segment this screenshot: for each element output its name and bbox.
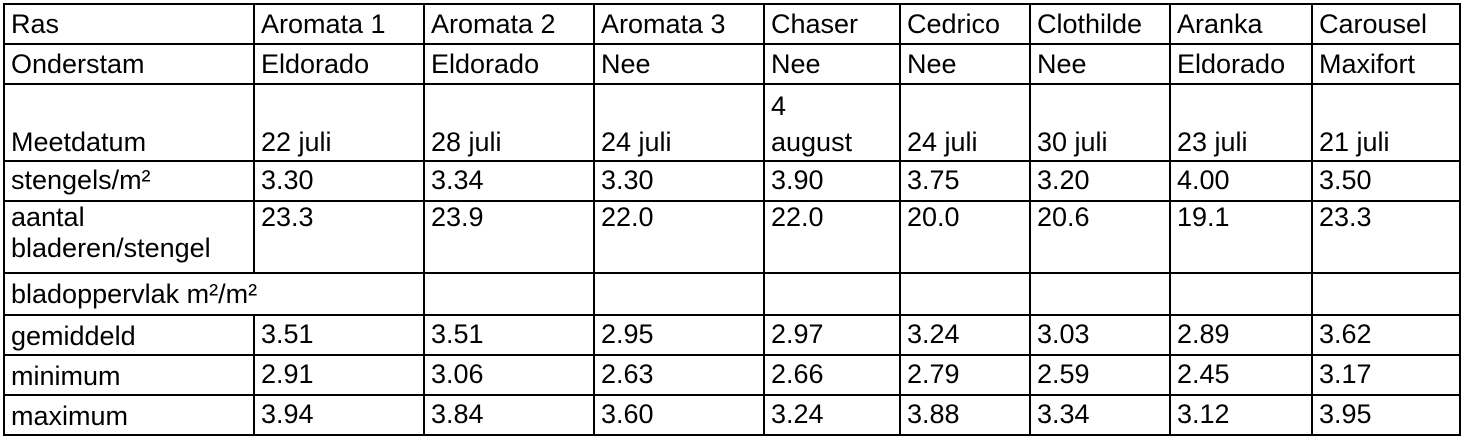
cell-bladoppervlak-empty	[763, 272, 901, 316]
cell-aantal-6: 20.6	[1029, 200, 1171, 274]
cell-maximum-8: 3.95	[1311, 394, 1461, 436]
cell-bladoppervlak-empty	[423, 272, 595, 316]
cell-meetdatum-2: 28 juli	[423, 83, 595, 162]
row-label-minimum: minimum	[3, 354, 255, 396]
cell-aantal-4: 22.0	[763, 200, 901, 274]
cell-meetdatum-7: 23 juli	[1169, 83, 1313, 162]
cell-gemiddeld-2: 3.51	[423, 314, 595, 356]
cell-onderstam-5: Nee	[899, 43, 1031, 85]
cell-aantal-1: 23.3	[253, 200, 425, 274]
cell-minimum-1: 2.91	[253, 354, 425, 396]
cell-minimum-6: 2.59	[1029, 354, 1171, 396]
cell-meetdatum-4: 4 august	[763, 83, 901, 162]
cell-aantal-7: 19.1	[1169, 200, 1313, 274]
cell-stengels-2: 3.34	[423, 160, 595, 202]
table-row-maximum: maximum 3.94 3.84 3.60 3.24 3.88 3.34 3.…	[3, 394, 1461, 436]
cell-stengels-8: 3.50	[1311, 160, 1461, 202]
cell-ras-2: Aromata 2	[423, 3, 595, 45]
cell-bladoppervlak-empty	[1169, 272, 1313, 316]
cell-maximum-6: 3.34	[1029, 394, 1171, 436]
cell-aantal-3: 22.0	[593, 200, 765, 274]
table-row-onderstam: Onderstam Eldorado Eldorado Nee Nee Nee …	[3, 43, 1461, 85]
cell-onderstam-1: Eldorado	[253, 43, 425, 85]
cell-minimum-4: 2.66	[763, 354, 901, 396]
cell-ras-8: Carousel	[1311, 3, 1461, 45]
table-row-bladoppervlak: bladoppervlak m²/m²	[3, 272, 1461, 316]
cell-onderstam-8: Maxifort	[1311, 43, 1461, 85]
cell-gemiddeld-5: 3.24	[899, 314, 1031, 356]
cell-ras-6: Clothilde	[1029, 3, 1171, 45]
leaf-area-table: Ras Aromata 1 Aromata 2 Aromata 3 Chaser…	[3, 3, 1461, 436]
table-row-minimum: minimum 2.91 3.06 2.63 2.66 2.79 2.59 2.…	[3, 354, 1461, 396]
table-row-meetdatum: Meetdatum 22 juli 28 juli 24 juli 4 augu…	[3, 83, 1461, 162]
row-label-meetdatum: Meetdatum	[3, 83, 255, 162]
cell-gemiddeld-4: 2.97	[763, 314, 901, 356]
cell-maximum-1: 3.94	[253, 394, 425, 436]
cell-bladoppervlak-empty	[593, 272, 765, 316]
cell-stengels-6: 3.20	[1029, 160, 1171, 202]
row-label-maximum: maximum	[3, 394, 255, 436]
cell-maximum-7: 3.12	[1169, 394, 1313, 436]
cell-gemiddeld-8: 3.62	[1311, 314, 1461, 356]
cell-gemiddeld-3: 2.95	[593, 314, 765, 356]
cell-aantal-8: 23.3	[1311, 200, 1461, 274]
cell-gemiddeld-6: 3.03	[1029, 314, 1171, 356]
cell-meetdatum-3: 24 juli	[593, 83, 765, 162]
cell-minimum-5: 2.79	[899, 354, 1031, 396]
cell-gemiddeld-7: 2.89	[1169, 314, 1313, 356]
cell-maximum-2: 3.84	[423, 394, 595, 436]
cell-minimum-3: 2.63	[593, 354, 765, 396]
cell-ras-3: Aromata 3	[593, 3, 765, 45]
cell-bladoppervlak-empty	[1311, 272, 1461, 316]
row-label-stengels: stengels/m²	[3, 160, 255, 202]
cell-aantal-2: 23.9	[423, 200, 595, 274]
cell-onderstam-7: Eldorado	[1169, 43, 1313, 85]
cell-onderstam-6: Nee	[1029, 43, 1171, 85]
cell-onderstam-2: Eldorado	[423, 43, 595, 85]
cell-meetdatum-1: 22 juli	[253, 83, 425, 162]
cell-maximum-4: 3.24	[763, 394, 901, 436]
cell-ras-7: Aranka	[1169, 3, 1313, 45]
cell-maximum-3: 3.60	[593, 394, 765, 436]
row-label-aantal: aantal bladeren/stengel	[3, 200, 255, 274]
cell-minimum-2: 3.06	[423, 354, 595, 396]
table-row-ras: Ras Aromata 1 Aromata 2 Aromata 3 Chaser…	[3, 3, 1461, 45]
cell-meetdatum-8: 21 juli	[1311, 83, 1461, 162]
table-row-stengels: stengels/m² 3.30 3.34 3.30 3.90 3.75 3.2…	[3, 160, 1461, 202]
cell-stengels-1: 3.30	[253, 160, 425, 202]
cell-ras-4: Chaser	[763, 3, 901, 45]
cell-onderstam-3: Nee	[593, 43, 765, 85]
cell-bladoppervlak-empty	[899, 272, 1031, 316]
table-row-gemiddeld: gemiddeld 3.51 3.51 2.95 2.97 3.24 3.03 …	[3, 314, 1461, 356]
cell-minimum-7: 2.45	[1169, 354, 1313, 396]
row-label-onderstam: Onderstam	[3, 43, 255, 85]
cell-maximum-5: 3.88	[899, 394, 1031, 436]
cell-ras-1: Aromata 1	[253, 3, 425, 45]
cell-gemiddeld-1: 3.51	[253, 314, 425, 356]
table-row-aantal: aantal bladeren/stengel 23.3 23.9 22.0 2…	[3, 200, 1461, 274]
cell-stengels-4: 3.90	[763, 160, 901, 202]
row-label-ras: Ras	[3, 3, 255, 45]
cell-onderstam-4: Nee	[763, 43, 901, 85]
cell-meetdatum-6: 30 juli	[1029, 83, 1171, 162]
row-label-bladoppervlak: bladoppervlak m²/m²	[3, 272, 425, 316]
cell-ras-5: Cedrico	[899, 3, 1031, 45]
cell-aantal-5: 20.0	[899, 200, 1031, 274]
cell-stengels-7: 4.00	[1169, 160, 1313, 202]
cell-meetdatum-5: 24 juli	[899, 83, 1031, 162]
cell-stengels-5: 3.75	[899, 160, 1031, 202]
row-label-gemiddeld: gemiddeld	[3, 314, 255, 356]
cell-stengels-3: 3.30	[593, 160, 765, 202]
cell-bladoppervlak-empty	[1029, 272, 1171, 316]
cell-minimum-8: 3.17	[1311, 354, 1461, 396]
